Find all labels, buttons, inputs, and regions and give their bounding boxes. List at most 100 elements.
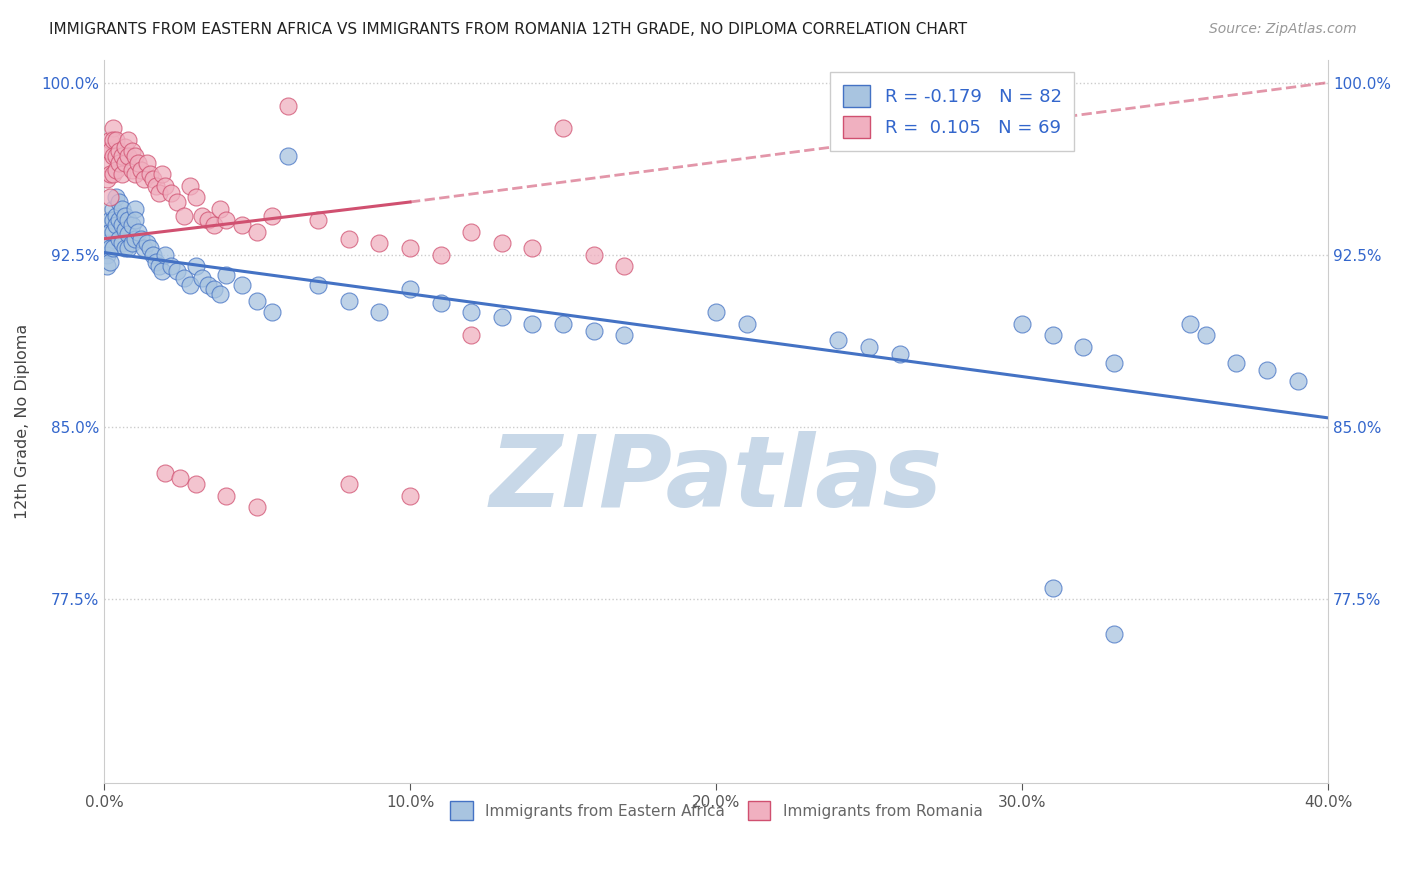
Point: [124, 168, 146, 182]
Point: [135, 236, 157, 251]
Point: [551, 317, 574, 331]
Point: [117, 213, 139, 227]
Point: [1180, 317, 1202, 331]
Point: [111, 236, 134, 251]
Point: [111, 168, 134, 182]
Point: [399, 282, 422, 296]
Point: [121, 218, 143, 232]
Point: [460, 305, 482, 319]
Point: [96, 236, 118, 251]
Point: [246, 225, 269, 239]
Point: [889, 346, 911, 360]
Point: [96, 145, 118, 159]
Point: [1256, 362, 1278, 376]
Point: [215, 213, 238, 227]
Point: [1011, 317, 1033, 331]
Point: [108, 156, 131, 170]
Point: [117, 133, 139, 147]
Point: [124, 232, 146, 246]
Point: [1042, 328, 1064, 343]
Point: [96, 248, 118, 262]
Point: [173, 209, 195, 223]
Text: Source: ZipAtlas.com: Source: ZipAtlas.com: [1209, 22, 1357, 37]
Point: [399, 489, 422, 503]
Point: [179, 178, 201, 193]
Point: [132, 172, 155, 186]
Point: [139, 241, 162, 255]
Point: [166, 194, 188, 209]
Point: [127, 225, 149, 239]
Point: [184, 477, 207, 491]
Point: [117, 241, 139, 255]
Point: [101, 241, 124, 255]
Point: [105, 218, 128, 232]
Point: [145, 254, 167, 268]
Point: [139, 168, 162, 182]
Point: [127, 156, 149, 170]
Point: [169, 470, 191, 484]
Point: [114, 241, 136, 255]
Point: [246, 293, 269, 308]
Point: [277, 149, 299, 163]
Point: [108, 194, 131, 209]
Point: [148, 260, 170, 274]
Point: [582, 248, 605, 262]
Point: [145, 178, 167, 193]
Point: [209, 286, 232, 301]
Point: [101, 225, 124, 239]
Point: [704, 305, 727, 319]
Point: [129, 232, 152, 246]
Point: [153, 466, 176, 480]
Point: [153, 178, 176, 193]
Point: [117, 227, 139, 241]
Point: [105, 209, 128, 223]
Point: [121, 236, 143, 251]
Point: [101, 133, 124, 147]
Point: [827, 333, 849, 347]
Point: [101, 168, 124, 182]
Point: [150, 264, 173, 278]
Point: [160, 260, 183, 274]
Text: ZIPatlas: ZIPatlas: [489, 431, 942, 528]
Point: [105, 149, 128, 163]
Point: [399, 241, 422, 255]
Point: [98, 145, 121, 159]
Point: [231, 218, 253, 232]
Point: [491, 310, 513, 324]
Point: [197, 213, 219, 227]
Point: [191, 209, 214, 223]
Point: [522, 317, 544, 331]
Point: [1071, 340, 1094, 354]
Legend: Immigrants from Eastern Africa, Immigrants from Romania: Immigrants from Eastern Africa, Immigran…: [443, 795, 988, 826]
Point: [105, 133, 128, 147]
Point: [105, 162, 128, 177]
Point: [262, 305, 284, 319]
Point: [132, 241, 155, 255]
Point: [368, 236, 391, 251]
Point: [307, 213, 329, 227]
Point: [114, 156, 136, 170]
Point: [148, 186, 170, 200]
Point: [108, 145, 131, 159]
Point: [429, 296, 451, 310]
Point: [262, 209, 284, 223]
Point: [108, 232, 131, 246]
Point: [111, 202, 134, 216]
Point: [150, 168, 173, 182]
Point: [153, 248, 176, 262]
Point: [1102, 356, 1125, 370]
Point: [111, 149, 134, 163]
Point: [337, 232, 360, 246]
Point: [551, 121, 574, 136]
Point: [98, 190, 121, 204]
Point: [209, 202, 232, 216]
Point: [337, 477, 360, 491]
Point: [114, 209, 136, 223]
Point: [101, 121, 124, 136]
Point: [117, 149, 139, 163]
Point: [202, 218, 225, 232]
Point: [142, 248, 165, 262]
Point: [1195, 328, 1218, 343]
Point: [129, 162, 152, 177]
Point: [613, 328, 636, 343]
